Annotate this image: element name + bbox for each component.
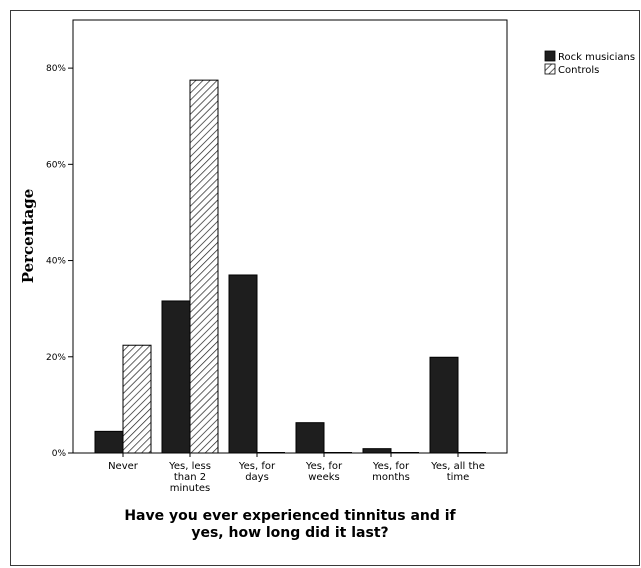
x-tick-label: months bbox=[372, 472, 410, 483]
x-tick-label: weeks bbox=[308, 472, 339, 483]
legend-label-controls: Controls bbox=[558, 65, 599, 76]
legend-swatch-rock-musicians bbox=[544, 50, 556, 62]
x-tick-label: than 2 bbox=[174, 472, 206, 483]
y-tick-label: 40% bbox=[46, 257, 66, 267]
bar-controls-0 bbox=[122, 344, 152, 454]
legend-label-rock-musicians: Rock musicians bbox=[558, 52, 635, 63]
bar-rock-musicians-3 bbox=[295, 422, 325, 454]
x-tick-label: Yes, less bbox=[168, 461, 211, 472]
bar-controls-1 bbox=[189, 79, 219, 454]
x-tick-label: Yes, all the bbox=[430, 461, 485, 472]
bars bbox=[94, 79, 486, 454]
legend-swatch-controls bbox=[544, 63, 556, 75]
x-tick-label: days bbox=[245, 472, 269, 483]
y-axis: 0% 20% 40% 60% 80% bbox=[46, 64, 73, 459]
bar-rock-musicians-0 bbox=[94, 430, 124, 454]
x-tick-label: Yes, for bbox=[238, 461, 276, 472]
x-tick-label: Yes, for bbox=[372, 461, 410, 472]
y-tick-label: 60% bbox=[46, 160, 66, 170]
legend: Rock musicians Controls bbox=[544, 50, 635, 76]
bar-rock-musicians-5 bbox=[429, 356, 459, 454]
y-tick-label: 0% bbox=[52, 449, 67, 459]
x-tick-label: minutes bbox=[170, 483, 210, 494]
x-axis-title-line-1: Have you ever experienced tinnitus and i… bbox=[124, 508, 456, 524]
y-tick-label: 20% bbox=[46, 353, 66, 363]
x-tick-label: Never bbox=[108, 461, 139, 472]
x-axis-title-line-2: yes, how long did it last? bbox=[191, 525, 388, 541]
x-tick-label: time bbox=[447, 472, 470, 483]
chart-frame bbox=[10, 10, 640, 566]
y-tick-label: 80% bbox=[46, 64, 66, 74]
y-axis-title: Percentage bbox=[19, 189, 37, 284]
bar-rock-musicians-2 bbox=[228, 274, 258, 454]
bar-rock-musicians-4 bbox=[362, 448, 392, 454]
bar-rock-musicians-1 bbox=[161, 300, 191, 454]
x-tick-label: Yes, for bbox=[305, 461, 343, 472]
